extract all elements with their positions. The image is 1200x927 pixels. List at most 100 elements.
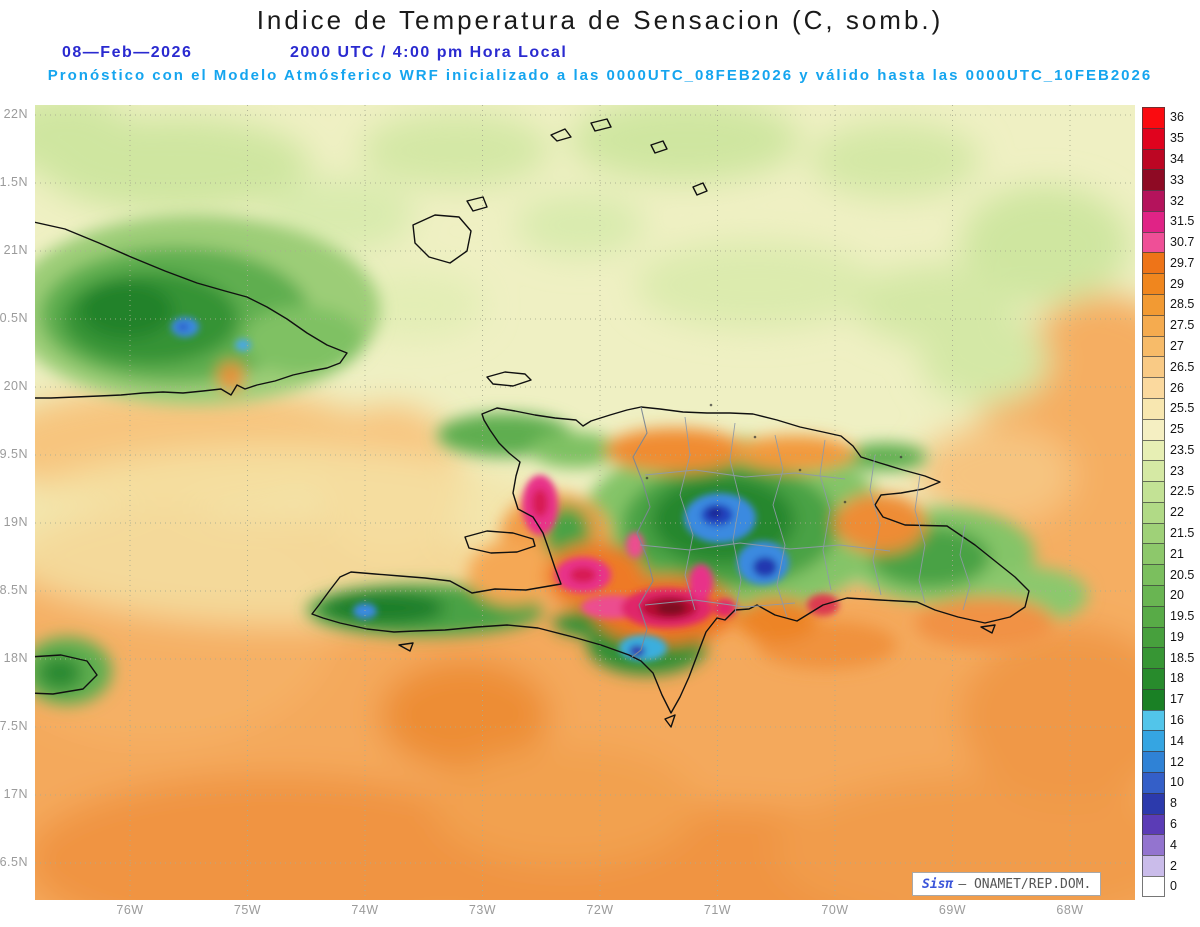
lon-tick-label: 74W <box>351 903 379 917</box>
colorbar-label: 17 <box>1170 692 1184 707</box>
colorbar-label: 22 <box>1170 505 1184 520</box>
map-area <box>0 95 1200 927</box>
forecast-time: 2000 UTC / 4:00 pm Hora Local <box>290 44 568 61</box>
colorbar-entry: 26.5 <box>1142 356 1195 378</box>
lon-tick-label: 68W <box>1056 903 1084 917</box>
colorbar-entry: 17 <box>1142 688 1194 710</box>
lat-tick-label: 9.5N <box>0 447 28 461</box>
colorbar-swatch <box>1142 397 1165 419</box>
lon-axis: 76W 75W 74W 73W 72W 71W 70W 69W 68W <box>35 903 1135 923</box>
colorbar-swatch <box>1142 127 1165 149</box>
lat-tick-label: 1.5N <box>0 175 28 189</box>
colorbar-swatch <box>1142 522 1165 544</box>
lat-tick-label: 21N <box>3 243 28 257</box>
colorbar-label: 6 <box>1170 816 1177 831</box>
colorbar-entry: 26 <box>1142 377 1194 398</box>
colorbar-label: 18.5 <box>1170 650 1195 665</box>
colorbar-entry: 29.7 <box>1142 252 1195 274</box>
colorbar-swatch <box>1142 148 1165 170</box>
colorbar-label: 20 <box>1170 588 1184 603</box>
colorbar-swatch <box>1142 501 1165 523</box>
colorbar-swatch <box>1142 356 1165 378</box>
colorbar-label: 0 <box>1170 879 1177 894</box>
lat-tick-label: 6.5N <box>0 855 28 869</box>
colorbar-label: 26.5 <box>1170 359 1195 374</box>
colorbar-swatch <box>1142 709 1165 731</box>
colorbar-entry: 2 <box>1142 855 1194 876</box>
colorbar-entry: 16 <box>1142 709 1194 731</box>
field-cores <box>171 317 839 661</box>
colorbar-entry: 23.5 <box>1142 439 1194 461</box>
lon-tick-label: 76W <box>116 903 144 917</box>
coastline-beata <box>664 714 676 728</box>
colorbar-label: 25.5 <box>1170 401 1195 416</box>
colorbar-swatch <box>1142 169 1165 191</box>
colorbar-label: 2 <box>1170 858 1177 873</box>
colorbar-label: 35 <box>1170 131 1184 146</box>
colorbar-entry: 12 <box>1142 751 1194 772</box>
station-dots <box>645 403 903 504</box>
colorbar-swatch <box>1142 855 1165 876</box>
colorbar-label: 10 <box>1170 775 1184 790</box>
lat-tick-label: 8.5N <box>0 583 28 597</box>
map-canvas <box>0 95 1200 927</box>
colorbar-entry: 22 <box>1142 501 1194 523</box>
colorbar-entry: 32 <box>1142 190 1194 211</box>
page-title: Indice de Temperatura de Sensacion (C, s… <box>256 5 944 35</box>
colorbar-entry: 10 <box>1142 772 1194 793</box>
colorbar-label: 31.5 <box>1170 214 1195 229</box>
colorbar-entry: 8 <box>1142 792 1194 814</box>
colorbar-label: 33 <box>1170 172 1184 187</box>
lat-tick-label: 19N <box>3 515 28 529</box>
colorbar-label: 27 <box>1170 338 1184 353</box>
colorbar-label: 28.5 <box>1170 297 1195 312</box>
colorbar-label: 16 <box>1170 713 1184 728</box>
lon-tick-label: 70W <box>821 903 849 917</box>
colorbar-entry: 21 <box>1142 543 1194 565</box>
colorbar-label: 25 <box>1170 422 1184 437</box>
attribution-text: — ONAMET/REP.DOM. <box>958 876 1092 892</box>
colorbar-swatch <box>1142 730 1165 752</box>
colorbar-entry: 28.5 <box>1142 294 1194 315</box>
colorbar-swatch <box>1142 418 1165 440</box>
colorbar-entry: 25.5 <box>1142 397 1195 419</box>
colorbar-entry: 6 <box>1142 813 1194 835</box>
colorbar-swatch <box>1142 751 1165 772</box>
coastline-gonave <box>464 530 536 554</box>
colorbar-swatch <box>1142 314 1165 336</box>
colorbar-swatch <box>1142 584 1165 606</box>
colorbar-entry: 18 <box>1142 668 1194 689</box>
colorbar-swatch <box>1142 439 1165 461</box>
colorbar-label: 29.7 <box>1170 255 1195 270</box>
colorbar-label: 21.5 <box>1170 526 1195 541</box>
colorbar-entry: 18.5 <box>1142 647 1195 669</box>
colorbar-swatch <box>1142 294 1165 315</box>
colorbar-label: 20.5 <box>1170 567 1195 582</box>
colorbar-swatch <box>1142 107 1165 128</box>
colorbar-entry: 23 <box>1142 460 1194 482</box>
colorbar-label: 8 <box>1170 796 1177 811</box>
coastline-hispaniola <box>311 406 1030 714</box>
model-run-line: Pronóstico con el Modelo Atmósferico WRF… <box>47 67 1153 84</box>
coastline-cuba <box>28 220 348 399</box>
colorbar-entry: 0 <box>1142 875 1194 897</box>
colorbar-swatch <box>1142 335 1165 357</box>
coastline-saona <box>980 624 996 634</box>
colorbar-entry: 30.7 <box>1142 231 1195 253</box>
colorbar-swatch <box>1142 647 1165 669</box>
colorbar-label: 30.7 <box>1170 235 1195 250</box>
colorbar-entry: 35 <box>1142 127 1194 149</box>
coastline-tortuga <box>486 371 532 387</box>
colorbar-swatch <box>1142 875 1165 897</box>
colorbar-label: 32 <box>1170 193 1184 208</box>
coastline-turks-2 <box>590 118 612 132</box>
lat-axis: 22N 1.5N 21N 0.5N 20N 9.5N 19N 8.5N 18N 7.5N 17N 6.… <box>0 105 31 900</box>
colorbar-swatch <box>1142 377 1165 398</box>
colorbar-entry: 25 <box>1142 418 1194 440</box>
colorbar-label: 36 <box>1170 110 1184 125</box>
colorbar-entry: 29 <box>1142 273 1194 295</box>
colorbar-label: 14 <box>1170 733 1184 748</box>
admin-borders <box>631 406 971 658</box>
colorbar-label: 19.5 <box>1170 609 1195 624</box>
